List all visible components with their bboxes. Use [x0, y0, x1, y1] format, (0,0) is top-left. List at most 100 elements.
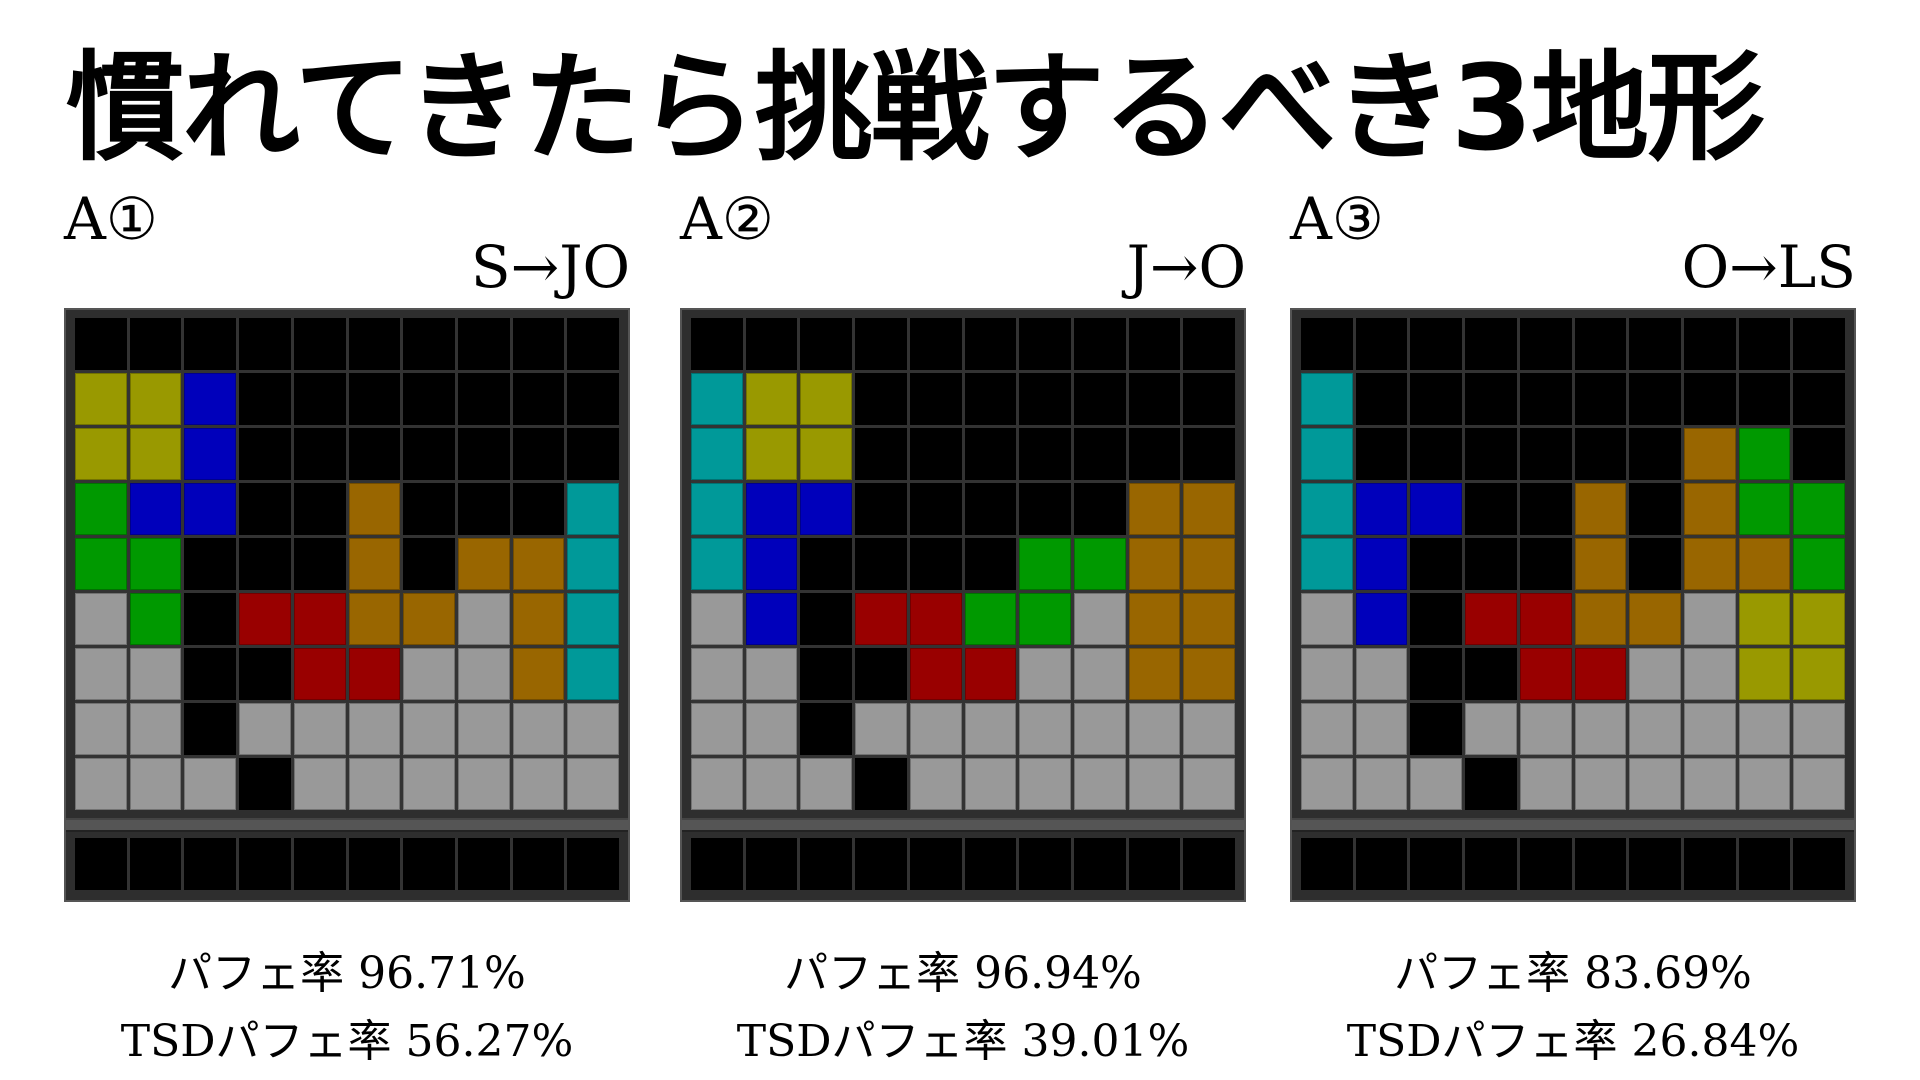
empty-cell [1574, 373, 1627, 425]
empty-cell [512, 318, 565, 370]
empty-cell [1465, 648, 1517, 700]
block-cell [239, 593, 291, 645]
block-cell [293, 648, 346, 700]
block-cell [129, 648, 182, 700]
block-cell [745, 538, 798, 590]
block-cell [1301, 483, 1353, 535]
block-cell [1683, 538, 1736, 590]
block-cell [1793, 758, 1845, 810]
block-cell [1519, 648, 1572, 700]
block-cell [1574, 483, 1627, 535]
empty-cell [567, 318, 619, 370]
bottom-row-grid [691, 838, 1235, 890]
empty-cell [239, 318, 291, 370]
setup-label: A③ [1290, 185, 1384, 253]
empty-cell [964, 538, 1017, 590]
tsd-perfect-clear-rate: TSDパフェ率 39.01% [736, 1016, 1190, 1067]
empty-cell [184, 648, 237, 700]
block-cell [1683, 648, 1736, 700]
empty-cell [1519, 373, 1572, 425]
empty-cell [800, 838, 853, 890]
block-cell [184, 758, 237, 810]
block-cell [1738, 593, 1791, 645]
empty-cell [1019, 838, 1071, 890]
empty-cell [293, 538, 346, 590]
block-cell [691, 593, 743, 645]
block-cell [1574, 538, 1627, 590]
block-cell [457, 593, 510, 645]
block-cell [348, 648, 401, 700]
setup-label: A① [64, 185, 158, 253]
tetris-board [680, 308, 1246, 902]
empty-cell [348, 318, 401, 370]
block-cell [1738, 703, 1791, 755]
block-cell [129, 758, 182, 810]
block-cell [1183, 758, 1235, 810]
block-cell [1574, 648, 1627, 700]
block-cell [1183, 648, 1235, 700]
empty-cell [1629, 483, 1681, 535]
empty-cell [1183, 428, 1235, 480]
block-cell [1465, 703, 1517, 755]
block-cell [691, 483, 743, 535]
block-cell [800, 483, 853, 535]
block-cell [184, 483, 237, 535]
block-cell [745, 648, 798, 700]
block-cell [129, 428, 182, 480]
empty-cell [1683, 373, 1736, 425]
empty-cell [964, 838, 1017, 890]
block-cell [1683, 593, 1736, 645]
empty-cell [1355, 428, 1408, 480]
block-cell [457, 703, 510, 755]
empty-cell [348, 373, 401, 425]
empty-cell [1410, 703, 1463, 755]
block-cell [1629, 648, 1681, 700]
empty-cell [403, 483, 455, 535]
empty-cell [1793, 373, 1845, 425]
block-cell [239, 703, 291, 755]
block-cell [1574, 758, 1627, 810]
block-cell [1683, 758, 1736, 810]
empty-cell [1465, 483, 1517, 535]
block-cell [1629, 703, 1681, 755]
empty-cell [1019, 318, 1071, 370]
empty-cell [1683, 838, 1736, 890]
empty-cell [1629, 373, 1681, 425]
empty-cell [1410, 648, 1463, 700]
block-cell [129, 703, 182, 755]
empty-cell [1410, 318, 1463, 370]
block-cell [691, 373, 743, 425]
block-cell [75, 758, 127, 810]
empty-cell [184, 703, 237, 755]
block-cell [1128, 648, 1181, 700]
block-cell [1301, 428, 1353, 480]
playfield-grid [691, 318, 1235, 810]
board-divider [1292, 818, 1854, 832]
block-cell [403, 703, 455, 755]
empty-cell [1519, 538, 1572, 590]
block-cell [512, 593, 565, 645]
perfect-clear-rate: パフェ率 83.69% [1394, 948, 1752, 999]
block-cell [1738, 648, 1791, 700]
piece-transition: S→JO [470, 233, 630, 301]
block-cell [1128, 758, 1181, 810]
stats: パフェ率 96.71% TSDパフェ率 56.27% [64, 940, 630, 1076]
empty-cell [512, 483, 565, 535]
empty-cell [512, 428, 565, 480]
empty-cell [403, 373, 455, 425]
block-cell [1073, 538, 1126, 590]
empty-cell [184, 538, 237, 590]
empty-cell [1073, 373, 1126, 425]
block-cell [567, 648, 619, 700]
empty-cell [293, 838, 346, 890]
empty-cell [457, 838, 510, 890]
empty-cell [745, 318, 798, 370]
empty-cell [129, 838, 182, 890]
empty-cell [1073, 483, 1126, 535]
empty-cell [909, 483, 962, 535]
tetris-board [64, 308, 630, 902]
block-cell [567, 758, 619, 810]
empty-cell [184, 318, 237, 370]
block-cell [1355, 703, 1408, 755]
block-cell [745, 593, 798, 645]
